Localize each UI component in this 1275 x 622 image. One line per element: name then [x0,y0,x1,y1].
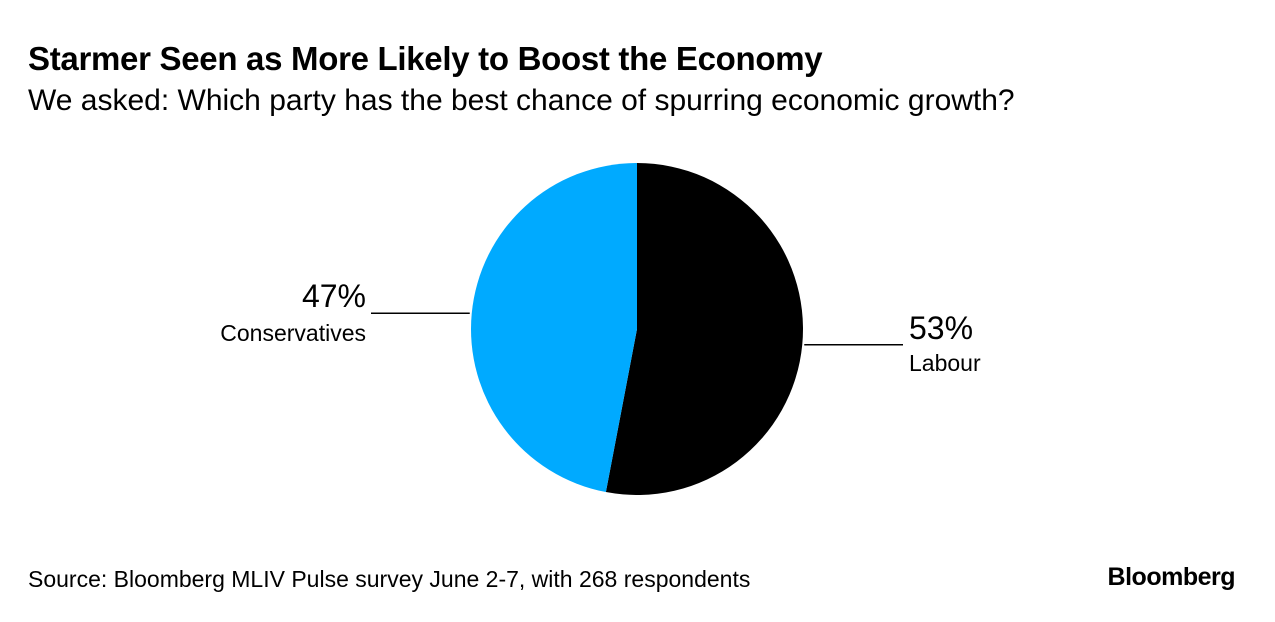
brand-logo: Bloomberg [1107,563,1236,591]
chart-title: Starmer Seen as More Likely to Boost the… [28,40,823,77]
chart-subtitle: We asked: Which party has the best chanc… [28,84,1015,117]
source-note: Source: Bloomberg MLIV Pulse survey June… [28,566,751,592]
slice-value-labour: 53% [909,310,974,346]
pie-slice-conservatives [470,163,637,493]
pie-slice-labour [605,163,803,495]
slice-label-conservatives: Conservatives [220,320,366,346]
slice-value-conservatives: 47% [301,278,366,314]
slice-label-labour: Labour [909,350,981,376]
